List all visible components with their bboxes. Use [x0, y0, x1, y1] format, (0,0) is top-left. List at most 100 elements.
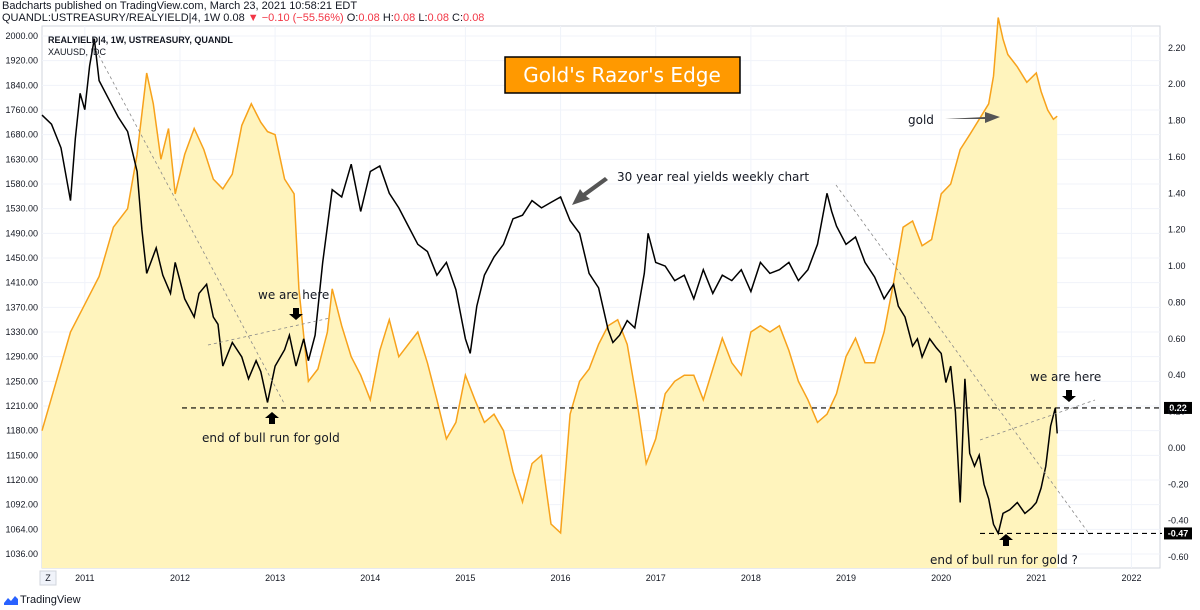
- x-tick-label: 2020: [931, 573, 951, 583]
- down-arrow-icon: ▼: [247, 12, 259, 24]
- chart-title: Gold's Razor's Edge: [523, 63, 721, 87]
- left-tick-label: 1760.00: [5, 105, 38, 115]
- left-tick-label: 1840.00: [5, 80, 38, 90]
- down-arrow-icon: [1062, 390, 1076, 402]
- left-tick-label: 1120.00: [6, 475, 38, 485]
- right-tick-label: 1.20: [1168, 225, 1186, 235]
- level-price-label: -0.47: [1168, 528, 1189, 538]
- left-tick-label: 1180.00: [6, 426, 38, 436]
- x-tick-label: 2012: [170, 573, 190, 583]
- trendline: [95, 49, 286, 406]
- pointer-arrow-icon: [572, 177, 608, 205]
- right-tick-label: 0.80: [1168, 297, 1186, 307]
- trendline: [979, 399, 1096, 441]
- left-tick-label: 1290.00: [5, 352, 38, 362]
- left-tick-label: 1036.00: [5, 549, 38, 559]
- gold-area: [42, 17, 1058, 568]
- annotation-yield-label: 30 year real yields weekly chart: [617, 170, 809, 184]
- annotation-end-bull-run-2012: end of bull run for gold: [202, 431, 340, 445]
- x-tick-label: 2017: [646, 573, 666, 583]
- trendline: [207, 317, 331, 346]
- right-tick-label: -0.60: [1168, 552, 1189, 562]
- legend-yield: REALYIELD|4, 1W, USTREASURY, QUANDL: [48, 35, 233, 45]
- tradingview-logo-icon: [4, 596, 18, 605]
- chart-header: Badcharts published on TradingView.com, …: [0, 0, 1200, 24]
- low-value: 0.08: [427, 12, 449, 24]
- right-tick-label: 1.60: [1168, 152, 1186, 162]
- right-tick-label: -0.20: [1168, 479, 1189, 489]
- left-tick-label: 1630.00: [5, 154, 38, 164]
- chart-title-box: Gold's Razor's Edge: [504, 56, 741, 94]
- low-label: L:: [418, 12, 428, 24]
- left-tick-label: 1092.00: [5, 500, 38, 510]
- close-label: C:: [452, 12, 464, 24]
- zoom-button[interactable]: Z: [39, 570, 57, 586]
- left-tick-label: 2000.00: [5, 31, 38, 41]
- left-tick-label: 1370.00: [5, 302, 38, 312]
- symbol-label[interactable]: QUANDL:USTREASURY/REALYIELD|4, 1W: [2, 12, 221, 24]
- x-tick-label: 2015: [455, 573, 475, 583]
- right-tick-label: 0.20: [1168, 407, 1186, 417]
- brand-label[interactable]: TradingView: [20, 594, 81, 606]
- x-tick-label: 2016: [551, 573, 571, 583]
- right-tick-label: 1.80: [1168, 116, 1186, 126]
- left-tick-label: 1450.00: [5, 253, 38, 263]
- left-tick-label: 1150.00: [6, 450, 38, 460]
- left-tick-label: 1210.00: [5, 401, 38, 411]
- open-label: O:: [346, 12, 359, 24]
- right-tick-label: -0.40: [1168, 516, 1189, 526]
- level-price-box: [1164, 401, 1192, 414]
- left-tick-label: 1490.00: [5, 228, 38, 238]
- pointer-arrow-icon: [945, 112, 1000, 123]
- annotations: 30 year real yields weekly chart gold we…: [202, 113, 1101, 567]
- x-tick-label: 2022: [1121, 573, 1141, 583]
- up-arrow-icon: [265, 412, 279, 424]
- x-tick-label: 2011: [75, 573, 94, 583]
- down-arrow-icon: [289, 308, 303, 320]
- right-tick-label: 2.20: [1168, 43, 1186, 53]
- high-value: 0.08: [393, 12, 416, 24]
- annotation-end-bull-run-2021: end of bull run for gold ?: [930, 553, 1078, 567]
- right-tick-label: 0.60: [1168, 334, 1186, 344]
- zoom-button-label: Z: [45, 573, 51, 583]
- axes: 2011 2012 2013 2014 2015 2016 2017 2018 2019 2020…: [5, 31, 1188, 583]
- right-tick-label: 2.00: [1168, 79, 1186, 89]
- drawings: 0.22 -0.47: [95, 49, 1192, 546]
- right-tick-label: 0.00: [1168, 443, 1186, 453]
- x-tick-label: 2019: [836, 573, 856, 583]
- x-tick-label: 2021: [1026, 573, 1046, 583]
- trendline: [835, 184, 1091, 536]
- annotation-we-are-here-2013: we are here: [258, 288, 329, 302]
- left-tick-label: 1330.00: [5, 327, 38, 337]
- x-tick-label: 2013: [265, 573, 285, 583]
- chart-canvas[interactable]: 0.22-0.47 2011 2012 2013 2014 2015 2016 2017 20…: [0, 0, 1200, 590]
- left-tick-label: 1580.00: [5, 179, 38, 189]
- right-tick-label: 1.00: [1168, 261, 1186, 271]
- symbol-ohlc-line: QUANDL:USTREASURY/REALYIELD|4, 1W 0.08 ▼…: [2, 12, 484, 24]
- level-price-label: 0.22: [1169, 403, 1187, 413]
- left-tick-label: 1064.00: [5, 524, 38, 534]
- annotation-we-are-here-2021: we are here: [1030, 370, 1101, 384]
- right-tick-label: 0.40: [1168, 370, 1186, 380]
- annotation-gold-label: gold: [908, 113, 934, 127]
- x-tick-label: 2018: [741, 573, 761, 583]
- legend: REALYIELD|4, 1W, USTREASURY, QUANDL XAUU…: [48, 35, 233, 57]
- legend-gold: XAUUSD, IDC: [48, 47, 107, 57]
- gold-line: [41, 17, 1058, 535]
- high-label: H:: [382, 12, 394, 24]
- left-tick-label: 1530.00: [5, 204, 38, 214]
- x-tick-label: 2014: [360, 573, 380, 583]
- left-tick-label: 1410.00: [5, 278, 38, 288]
- left-tick-label: 1680.00: [5, 130, 38, 140]
- last-value: 0.08: [223, 12, 245, 24]
- left-tick-label: 1250.00: [5, 376, 38, 386]
- series-layer: [41, 17, 1058, 568]
- right-tick-label: 1.40: [1168, 188, 1186, 198]
- close-value: 0.08: [463, 12, 485, 24]
- left-tick-label: 1920.00: [5, 56, 38, 66]
- open-value: 0.08: [358, 12, 380, 24]
- up-arrow-icon: [999, 534, 1013, 546]
- real-yield-line: [41, 38, 1058, 536]
- publish-info: Badcharts published on TradingView.com, …: [2, 0, 358, 12]
- level-price-box: [1164, 527, 1192, 540]
